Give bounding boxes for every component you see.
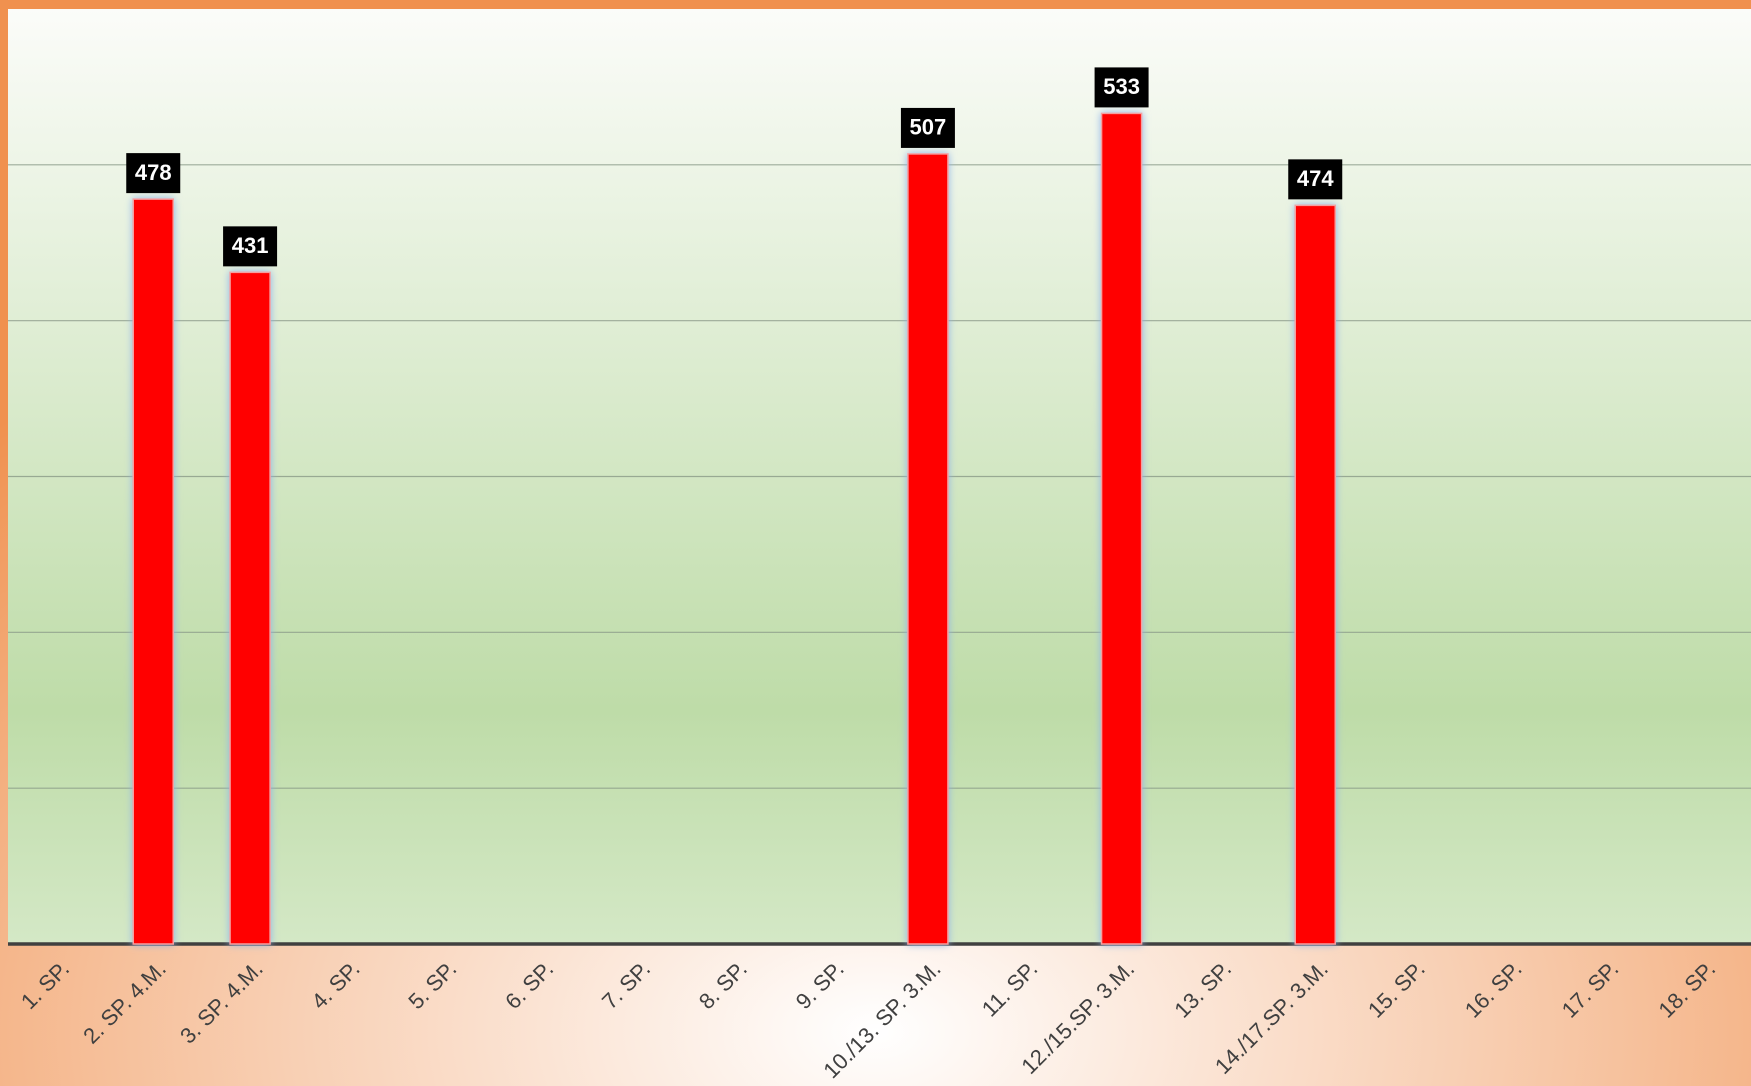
bar (907, 153, 949, 945)
data-label: 533 (1103, 74, 1140, 99)
data-label-box (900, 107, 955, 148)
data-label: 474 (1297, 166, 1334, 191)
data-label-box (223, 226, 278, 267)
bar (1100, 112, 1143, 945)
bar (132, 198, 174, 945)
bar (229, 271, 271, 945)
data-label-box (1288, 159, 1343, 200)
data-label: 478 (135, 160, 172, 185)
data-label-box (1094, 67, 1149, 108)
bar (1294, 204, 1336, 945)
data-label: 431 (232, 233, 269, 258)
data-label-box (126, 153, 181, 194)
data-label: 507 (910, 115, 947, 140)
